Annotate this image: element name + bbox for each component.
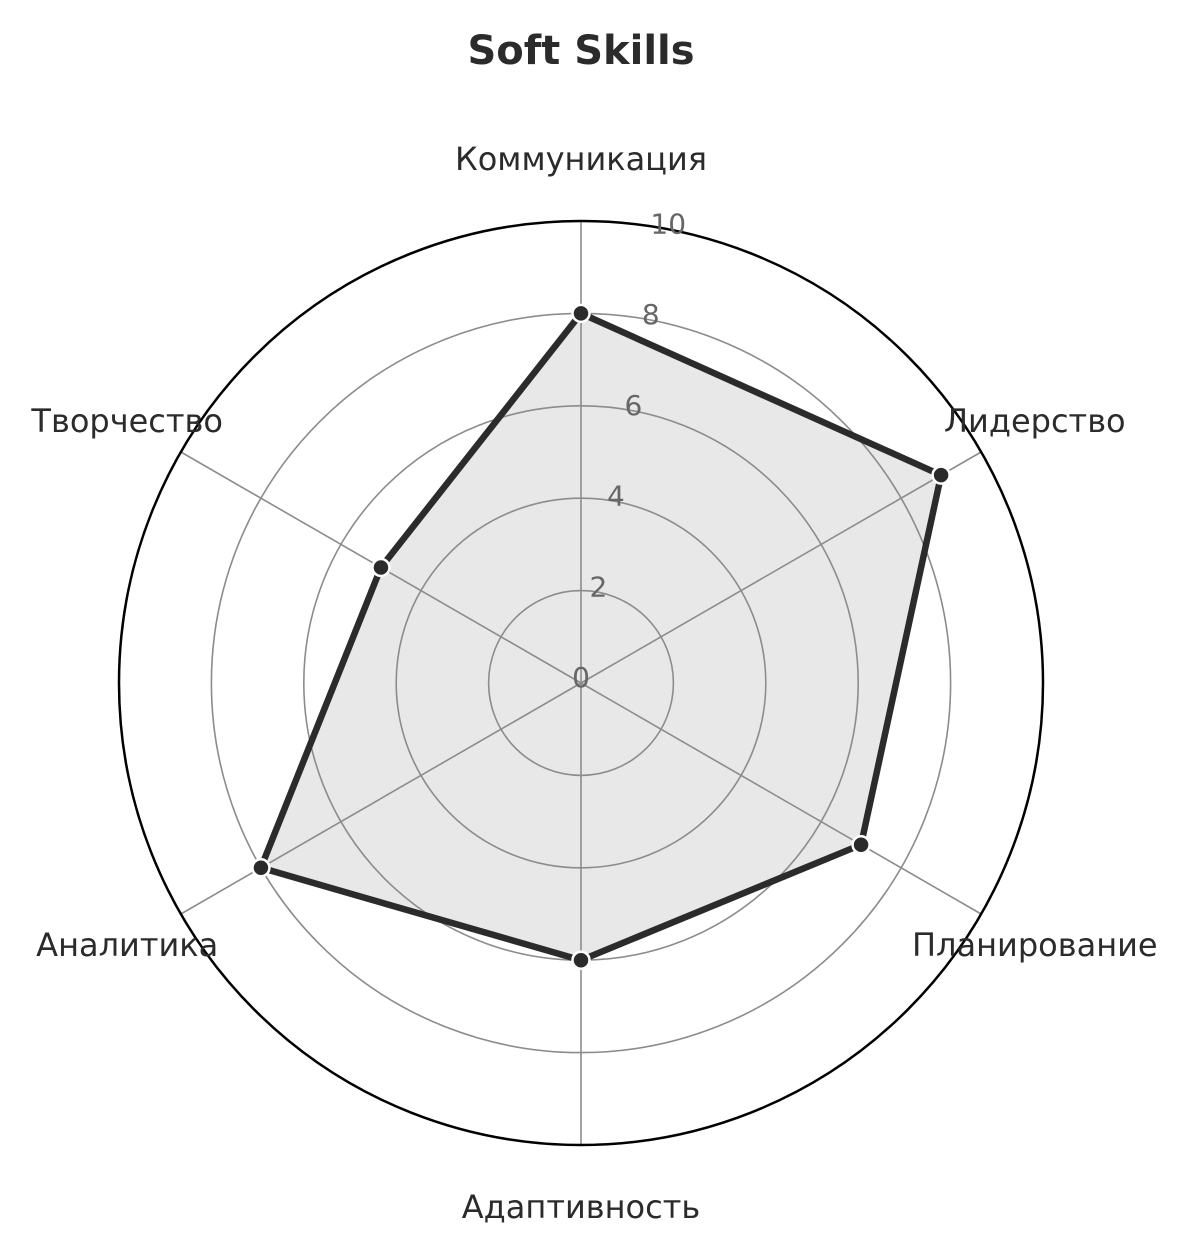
data-point <box>371 557 391 578</box>
r-tick-label: 10 <box>650 207 686 240</box>
category-label: Лидерство <box>944 402 1126 440</box>
radar-series <box>251 303 951 970</box>
r-tick-label: 4 <box>607 480 625 513</box>
series-area <box>260 313 942 961</box>
chart-title: Soft Skills <box>467 28 694 74</box>
data-point <box>851 834 871 855</box>
data-point <box>571 303 591 324</box>
data-point <box>571 950 591 970</box>
grid-spoke <box>180 682 582 915</box>
r-tick-label: 2 <box>590 570 608 603</box>
grid-spoke <box>580 682 982 915</box>
r-tick-label: 0 <box>572 661 590 694</box>
data-point <box>931 465 951 485</box>
r-tick-label: 8 <box>642 298 660 331</box>
category-label: Коммуникация <box>455 140 707 178</box>
category-label: Планирование <box>912 926 1158 964</box>
outer-circle <box>117 219 1045 1147</box>
data-point <box>251 858 271 878</box>
category-label: Творчество <box>30 402 223 440</box>
radar-labels: 0 2 4 6 8 10 Коммуникация Лидерство Планирование… <box>30 140 1157 1226</box>
grid-spoke <box>580 451 982 684</box>
category-label: Аналитика <box>36 926 218 964</box>
r-tick-label: 6 <box>624 389 642 422</box>
category-label: Адаптивность <box>462 1188 700 1226</box>
